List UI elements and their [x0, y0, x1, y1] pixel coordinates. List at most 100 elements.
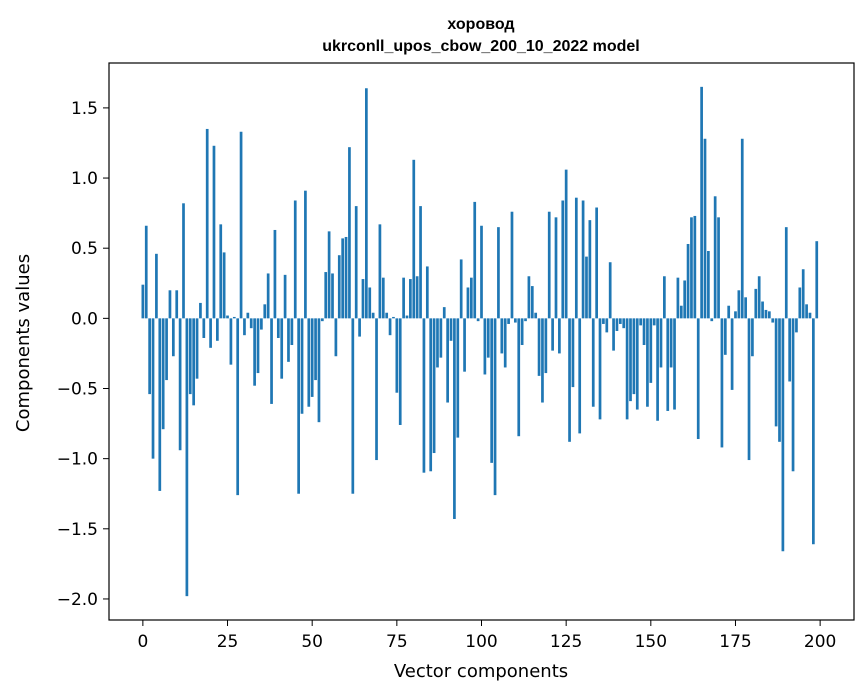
- bar-88: [439, 318, 443, 358]
- bar-106: [500, 318, 504, 354]
- bar-105: [497, 227, 500, 319]
- bar-192: [791, 318, 795, 472]
- bar-22: [216, 318, 219, 341]
- bar-71: [381, 277, 385, 319]
- bars-layer: [141, 86, 819, 597]
- bar-24: [222, 252, 226, 319]
- bar-74: [392, 316, 395, 319]
- bar-64: [358, 318, 361, 337]
- bar-108: [507, 318, 510, 324]
- bar-172: [723, 318, 727, 355]
- bar-65: [361, 279, 365, 319]
- bar-18: [202, 318, 206, 338]
- bar-17: [199, 302, 202, 319]
- bar-53: [320, 318, 324, 322]
- x-tick-label: 150: [635, 632, 667, 652]
- bar-8: [168, 290, 172, 319]
- bar-77: [402, 277, 405, 319]
- bar-183: [761, 301, 764, 319]
- bar-62: [351, 318, 355, 494]
- bar-199: [815, 241, 819, 319]
- bar-89: [442, 307, 446, 319]
- bar-157: [673, 318, 676, 410]
- bar-35: [260, 318, 263, 330]
- bar-102: [486, 318, 490, 358]
- bar-150: [649, 318, 653, 383]
- bar-187: [774, 318, 778, 427]
- bar-155: [666, 318, 670, 411]
- bar-153: [659, 318, 663, 368]
- y-tick-label: −0.5: [57, 380, 98, 400]
- bar-59: [341, 238, 345, 319]
- bar-168: [710, 318, 714, 322]
- bar-78: [405, 315, 409, 319]
- bar-116: [534, 312, 538, 319]
- x-tick-label: 100: [465, 632, 497, 652]
- bar-52: [317, 318, 321, 423]
- bar-14: [188, 318, 192, 395]
- bar-83: [422, 318, 426, 473]
- y-tick-label: 0.0: [71, 309, 98, 329]
- bar-31: [246, 312, 250, 319]
- bar-58: [337, 255, 341, 319]
- y-tick-label: 1.5: [71, 99, 98, 119]
- bar-40: [276, 318, 280, 338]
- bar-175: [734, 311, 737, 319]
- bar-16: [195, 318, 199, 379]
- bar-113: [524, 318, 527, 322]
- bar-194: [798, 287, 802, 319]
- bar-2: [148, 318, 151, 395]
- bar-38: [270, 318, 273, 404]
- bar-123: [558, 318, 561, 354]
- bar-129: [578, 318, 582, 434]
- bar-136: [602, 318, 605, 324]
- bar-170: [717, 217, 720, 319]
- bar-142: [622, 318, 626, 329]
- bar-48: [304, 190, 307, 319]
- bar-45: [293, 200, 297, 319]
- bar-29: [239, 131, 243, 319]
- bar-7: [165, 318, 168, 381]
- bar-66: [365, 88, 368, 319]
- bar-139: [612, 318, 615, 351]
- x-tick-label: 0: [137, 632, 148, 652]
- bar-114: [527, 276, 531, 319]
- bar-19: [205, 128, 209, 319]
- bar-11: [178, 318, 182, 451]
- bar-128: [574, 197, 578, 319]
- y-tick-label: 1.0: [71, 169, 98, 189]
- bar-27: [232, 316, 236, 319]
- bar-180: [751, 318, 754, 357]
- bar-140: [615, 318, 619, 331]
- y-tick-label: 0.5: [71, 239, 98, 259]
- bar-158: [676, 277, 680, 319]
- x-tick-label: 175: [719, 632, 751, 652]
- bar-121: [551, 318, 554, 351]
- bar-39: [273, 229, 277, 319]
- bar-30: [243, 318, 246, 336]
- bar-68: [371, 312, 375, 319]
- bar-190: [784, 227, 788, 319]
- bar-60: [344, 236, 348, 319]
- bar-185: [767, 311, 771, 319]
- bar-44: [290, 318, 294, 346]
- bar-133: [591, 318, 595, 407]
- bar-84: [425, 266, 429, 319]
- bar-182: [757, 276, 761, 319]
- bar-163: [693, 215, 697, 319]
- bar-87: [436, 318, 439, 368]
- bar-76: [398, 318, 402, 425]
- bar-34: [256, 318, 260, 374]
- bar-198: [812, 318, 815, 545]
- bar-146: [635, 318, 639, 410]
- bar-122: [554, 217, 558, 319]
- bar-145: [632, 318, 636, 395]
- bar-152: [656, 318, 659, 421]
- bar-69: [375, 318, 378, 461]
- bar-57: [334, 318, 338, 357]
- bar-144: [629, 318, 632, 402]
- bar-21: [212, 145, 216, 319]
- x-tick-label: 125: [550, 632, 582, 652]
- bar-0: [141, 284, 145, 319]
